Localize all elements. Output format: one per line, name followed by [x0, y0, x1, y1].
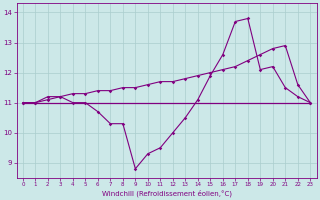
- X-axis label: Windchill (Refroidissement éolien,°C): Windchill (Refroidissement éolien,°C): [101, 189, 232, 197]
